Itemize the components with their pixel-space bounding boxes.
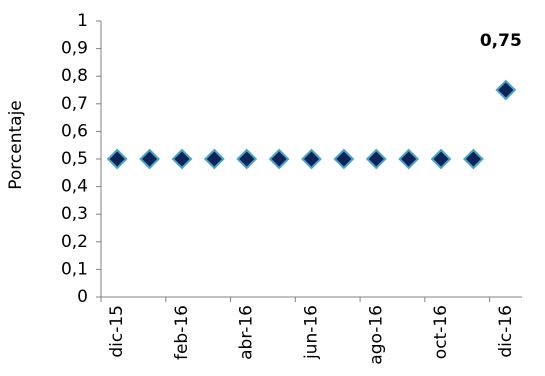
annotations: 0,75 xyxy=(480,31,522,51)
x-tick-label: jun-16 xyxy=(302,305,322,360)
data-point xyxy=(430,148,452,170)
data-point xyxy=(365,148,387,170)
data-point xyxy=(203,148,225,170)
data-point xyxy=(139,148,160,170)
y-tick-label: 0,3 xyxy=(61,204,88,224)
data-point xyxy=(398,148,420,170)
x-tick-label: dic-15 xyxy=(107,305,127,358)
y-tick-label: 0,5 xyxy=(61,149,88,169)
data-label: 0,75 xyxy=(480,31,522,51)
y-tick-label: 0,1 xyxy=(61,259,88,279)
data-point xyxy=(106,148,128,170)
data-points xyxy=(106,79,517,170)
data-point xyxy=(495,79,517,101)
x-tick-label: ago-16 xyxy=(366,305,386,365)
data-point xyxy=(333,148,355,170)
x-tick-label: dic-16 xyxy=(496,305,516,358)
y-tick-label: 1 xyxy=(77,11,88,31)
data-point xyxy=(171,148,193,170)
y-axis: 0 0,1 0,2 0,3 0,4 0,5 0,6 0,7 0,8 0,9 1 xyxy=(61,11,102,307)
data-point xyxy=(236,148,258,170)
data-point xyxy=(463,148,484,170)
x-tick-label: oct-16 xyxy=(431,305,451,359)
data-point xyxy=(268,148,290,170)
y-tick-label: 0,6 xyxy=(61,121,88,141)
y-tick-label: 0 xyxy=(77,287,88,307)
data-point xyxy=(301,148,322,170)
y-tick-label: 0,2 xyxy=(61,232,88,252)
y-tick-label: 0,4 xyxy=(61,177,88,197)
y-tick-label: 0,7 xyxy=(61,94,88,114)
y-tick-label: 0,8 xyxy=(61,66,88,86)
y-axis-title: Porcentaje xyxy=(6,100,26,190)
x-tick-label: abr-16 xyxy=(237,305,257,360)
x-tick-label: feb-16 xyxy=(172,305,192,360)
x-axis: dic-15 feb-16 abr-16 jun-16 ago-16 oct-16 dic-… xyxy=(100,296,522,365)
y-tick-label: 0,9 xyxy=(61,39,88,59)
